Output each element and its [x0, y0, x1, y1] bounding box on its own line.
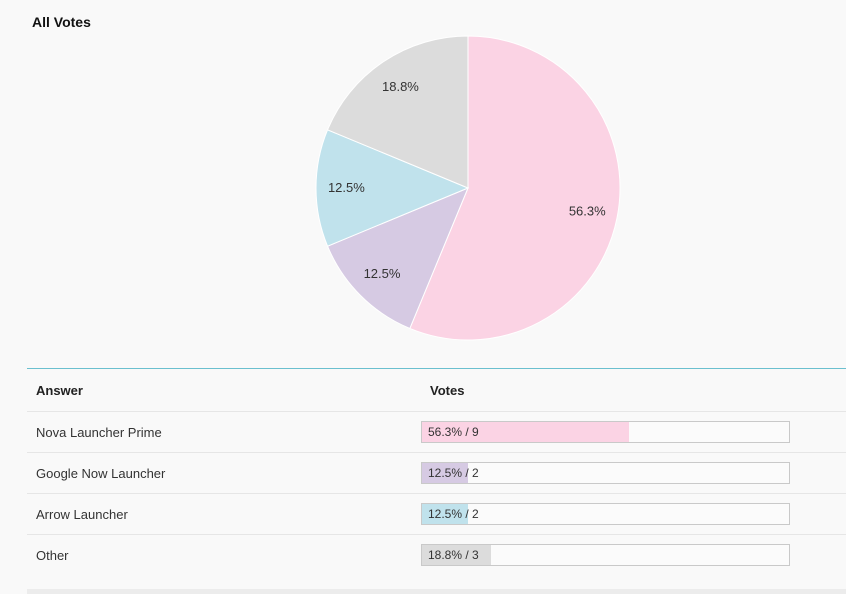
- chart-title: All Votes: [32, 14, 91, 30]
- table-row: Other 18.8% / 3: [27, 534, 846, 575]
- pie-slice-1: [326, 187, 469, 330]
- vote-bar-label: 12.5% / 2: [428, 507, 479, 521]
- vote-bar: 12.5% / 2: [421, 462, 790, 484]
- vote-bar-label: 12.5% / 2: [428, 466, 479, 480]
- vote-bar-label: 18.8% / 3: [428, 548, 479, 562]
- pie-slice-label: 18.8%: [382, 79, 419, 94]
- table-row: Nova Launcher Prime 56.3% / 9: [27, 411, 846, 453]
- pie-slice-label: 12.5%: [364, 266, 401, 281]
- pie-slice-3: [326, 35, 469, 189]
- votes-cell: 18.8% / 3: [421, 534, 846, 575]
- pie-slice-0: [409, 35, 621, 341]
- table-header-row: Answer Votes: [27, 369, 846, 412]
- pie-slice-2: [315, 129, 470, 247]
- votes-column-header: Votes: [430, 382, 465, 398]
- vote-bar-label: 56.3% / 9: [428, 425, 479, 439]
- pie-chart: 56.3% 12.5% 12.5% 18.8%: [315, 35, 621, 341]
- vote-bar-fill: [422, 422, 629, 442]
- pie-slice-label: 12.5%: [328, 180, 365, 195]
- answer-cell: Google Now Launcher: [27, 452, 421, 494]
- vote-bar: 12.5% / 2: [421, 503, 790, 525]
- vote-bar-fill: [422, 545, 491, 565]
- table-row: Arrow Launcher 12.5% / 2: [27, 493, 846, 535]
- results-table: Answer Votes Nova Launcher Prime 56.3% / …: [27, 369, 846, 575]
- pie-slice-label: 56.3%: [569, 204, 606, 219]
- table-row: Google Now Launcher 12.5% / 2: [27, 452, 846, 494]
- votes-cell: 12.5% / 2: [421, 452, 846, 494]
- votes-cell: 12.5% / 2: [421, 493, 846, 535]
- answer-cell: Arrow Launcher: [27, 493, 421, 535]
- vote-bar-fill: [422, 463, 468, 483]
- results-divider: [27, 368, 846, 369]
- answer-cell: Nova Launcher Prime: [27, 411, 421, 453]
- footer-strip: [27, 589, 846, 594]
- votes-cell: 56.3% / 9: [421, 411, 846, 453]
- answer-column-header: Answer: [36, 382, 83, 398]
- vote-bar: 18.8% / 3: [421, 544, 790, 566]
- vote-bar: 56.3% / 9: [421, 421, 790, 443]
- answer-cell: Other: [27, 534, 421, 575]
- vote-bar-fill: [422, 504, 468, 524]
